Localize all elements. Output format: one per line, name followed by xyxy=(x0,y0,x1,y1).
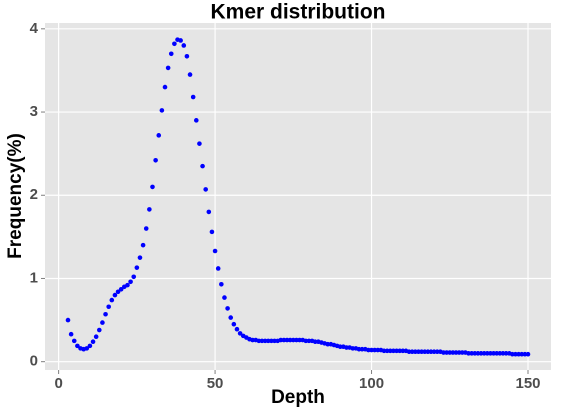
point xyxy=(193,118,199,123)
point xyxy=(219,281,224,287)
point xyxy=(225,306,230,311)
y-tick-label: 3 xyxy=(30,103,38,120)
point xyxy=(228,315,234,320)
point xyxy=(87,343,93,349)
x-axis-label: Depth xyxy=(271,387,325,408)
x-tick-label: 50 xyxy=(207,375,224,392)
y-tick-label: 0 xyxy=(30,353,38,370)
point xyxy=(68,331,74,337)
point xyxy=(237,331,243,336)
point xyxy=(197,141,202,146)
panel xyxy=(45,23,551,370)
point xyxy=(168,51,174,57)
point xyxy=(209,229,215,235)
x-tick-label: 0 xyxy=(54,375,62,392)
point xyxy=(137,255,143,260)
x-tick-label: 150 xyxy=(515,375,540,392)
point xyxy=(215,266,221,271)
point xyxy=(153,158,158,163)
point xyxy=(106,304,111,310)
point xyxy=(93,334,99,340)
point xyxy=(109,297,115,303)
point xyxy=(75,343,80,349)
point xyxy=(71,338,77,344)
point xyxy=(162,84,168,90)
chart-title: Kmer distribution xyxy=(210,1,385,24)
point xyxy=(103,311,108,317)
point xyxy=(65,317,71,323)
point xyxy=(222,295,227,300)
y-tick-label: 1 xyxy=(30,269,38,286)
y-tick-label: 2 xyxy=(30,186,38,203)
point xyxy=(234,326,240,332)
point xyxy=(159,108,165,113)
point xyxy=(125,282,130,288)
point xyxy=(190,94,196,100)
point xyxy=(172,41,177,47)
point xyxy=(187,72,193,77)
point xyxy=(165,65,171,71)
point xyxy=(231,321,237,327)
point xyxy=(115,289,121,295)
point xyxy=(184,53,190,59)
y-axis-label: Frequency(%) xyxy=(5,133,26,259)
point xyxy=(178,38,183,43)
point xyxy=(84,346,90,351)
point xyxy=(156,133,162,138)
point xyxy=(112,292,118,298)
point xyxy=(128,279,133,285)
point xyxy=(96,327,102,333)
point xyxy=(118,286,124,292)
point xyxy=(90,339,96,345)
point xyxy=(100,320,105,325)
point xyxy=(212,248,218,254)
point xyxy=(131,274,137,280)
point xyxy=(147,207,152,212)
point xyxy=(143,226,149,231)
point xyxy=(150,184,155,190)
point xyxy=(181,43,187,48)
point xyxy=(206,209,212,215)
point xyxy=(203,187,208,192)
point xyxy=(525,351,531,357)
point xyxy=(134,265,140,270)
x-tick-label: 100 xyxy=(359,375,384,392)
point xyxy=(140,242,146,248)
point xyxy=(200,163,205,169)
y-tick-label: 4 xyxy=(30,20,39,37)
